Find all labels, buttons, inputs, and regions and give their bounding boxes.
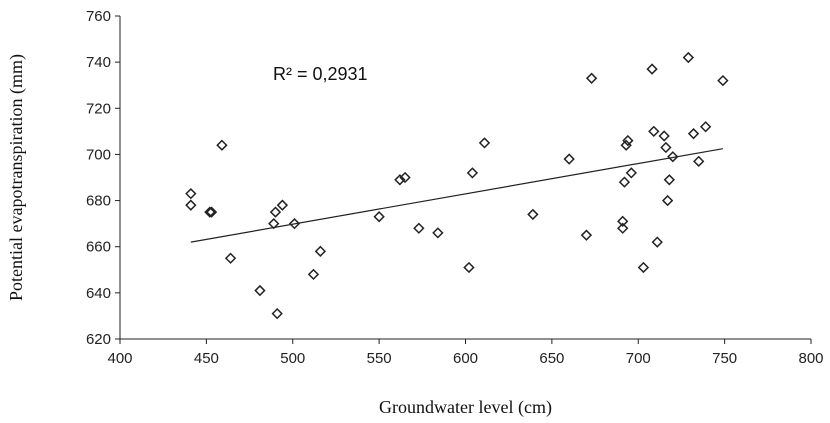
data-point (307, 268, 320, 281)
data-point (276, 199, 289, 211)
data-point (478, 137, 491, 149)
x-tick-label: 550 (367, 350, 392, 367)
data-point (682, 51, 695, 64)
data-point (663, 174, 676, 186)
data-point (617, 222, 629, 234)
data-point (563, 153, 575, 165)
y-tick-label: 640 (86, 285, 111, 302)
x-tick-label: 650 (539, 350, 564, 367)
data-point (648, 125, 660, 138)
data-point (373, 211, 385, 223)
y-tick-label: 760 (86, 8, 111, 25)
data-point (637, 261, 650, 274)
r-squared-annotation: R² = 0,2931 (273, 64, 368, 84)
y-tick-label: 620 (86, 331, 111, 348)
data-point (646, 63, 658, 75)
data-point (463, 261, 475, 274)
x-axis-ticks: 400 450 500 550 600 650 700 750 800 (107, 339, 824, 367)
data-point (717, 74, 729, 87)
y-axis-title: Potential evapotranspiration (mm) (6, 54, 27, 301)
y-tick-label: 700 (86, 146, 111, 163)
data-point (658, 130, 670, 142)
data-point (527, 208, 539, 221)
y-tick-label: 660 (86, 239, 111, 256)
data-point (687, 128, 700, 140)
data-point (314, 245, 327, 257)
x-axis-title: Groundwater level (cm) (379, 397, 552, 418)
trend-line (190, 148, 724, 243)
data-point (466, 167, 479, 179)
data-point (269, 206, 282, 218)
data-point (254, 284, 266, 297)
data-point (693, 155, 705, 168)
data-point (585, 72, 598, 84)
data-point (394, 174, 406, 186)
data-point (204, 206, 216, 218)
data-point (661, 194, 674, 207)
x-tick-label: 400 (107, 350, 132, 367)
data-point (185, 199, 197, 211)
y-axis-ticks: 620 640 660 680 700 720 740 760 (86, 8, 120, 348)
data-point (620, 139, 632, 151)
data-point (660, 141, 672, 154)
y-tick-label: 740 (86, 54, 111, 71)
x-tick-label: 700 (626, 350, 651, 367)
data-point (432, 227, 444, 239)
plot-area: 400 450 500 550 600 650 700 750 800 620 640 660 680… (86, 8, 824, 367)
data-point (651, 236, 663, 248)
data-point (625, 167, 638, 179)
data-point (699, 121, 712, 133)
x-tick-label: 800 (798, 350, 823, 367)
data-points (185, 51, 729, 320)
x-tick-label: 750 (712, 350, 737, 367)
data-point (288, 217, 301, 230)
x-tick-label: 600 (453, 350, 478, 367)
data-point (618, 176, 631, 188)
data-point (667, 151, 679, 163)
data-point (617, 215, 629, 227)
x-tick-label: 500 (280, 350, 305, 367)
data-point (580, 229, 593, 241)
y-tick-label: 680 (86, 193, 111, 210)
data-point (224, 252, 237, 264)
data-point (413, 222, 425, 234)
data-point (205, 206, 218, 218)
data-point (399, 171, 411, 184)
y-tick-label: 720 (86, 100, 111, 117)
x-tick-label: 450 (194, 350, 219, 367)
data-point (268, 217, 280, 230)
data-point (622, 134, 634, 147)
data-point (271, 307, 283, 320)
data-point (216, 139, 228, 151)
data-point (185, 187, 197, 200)
